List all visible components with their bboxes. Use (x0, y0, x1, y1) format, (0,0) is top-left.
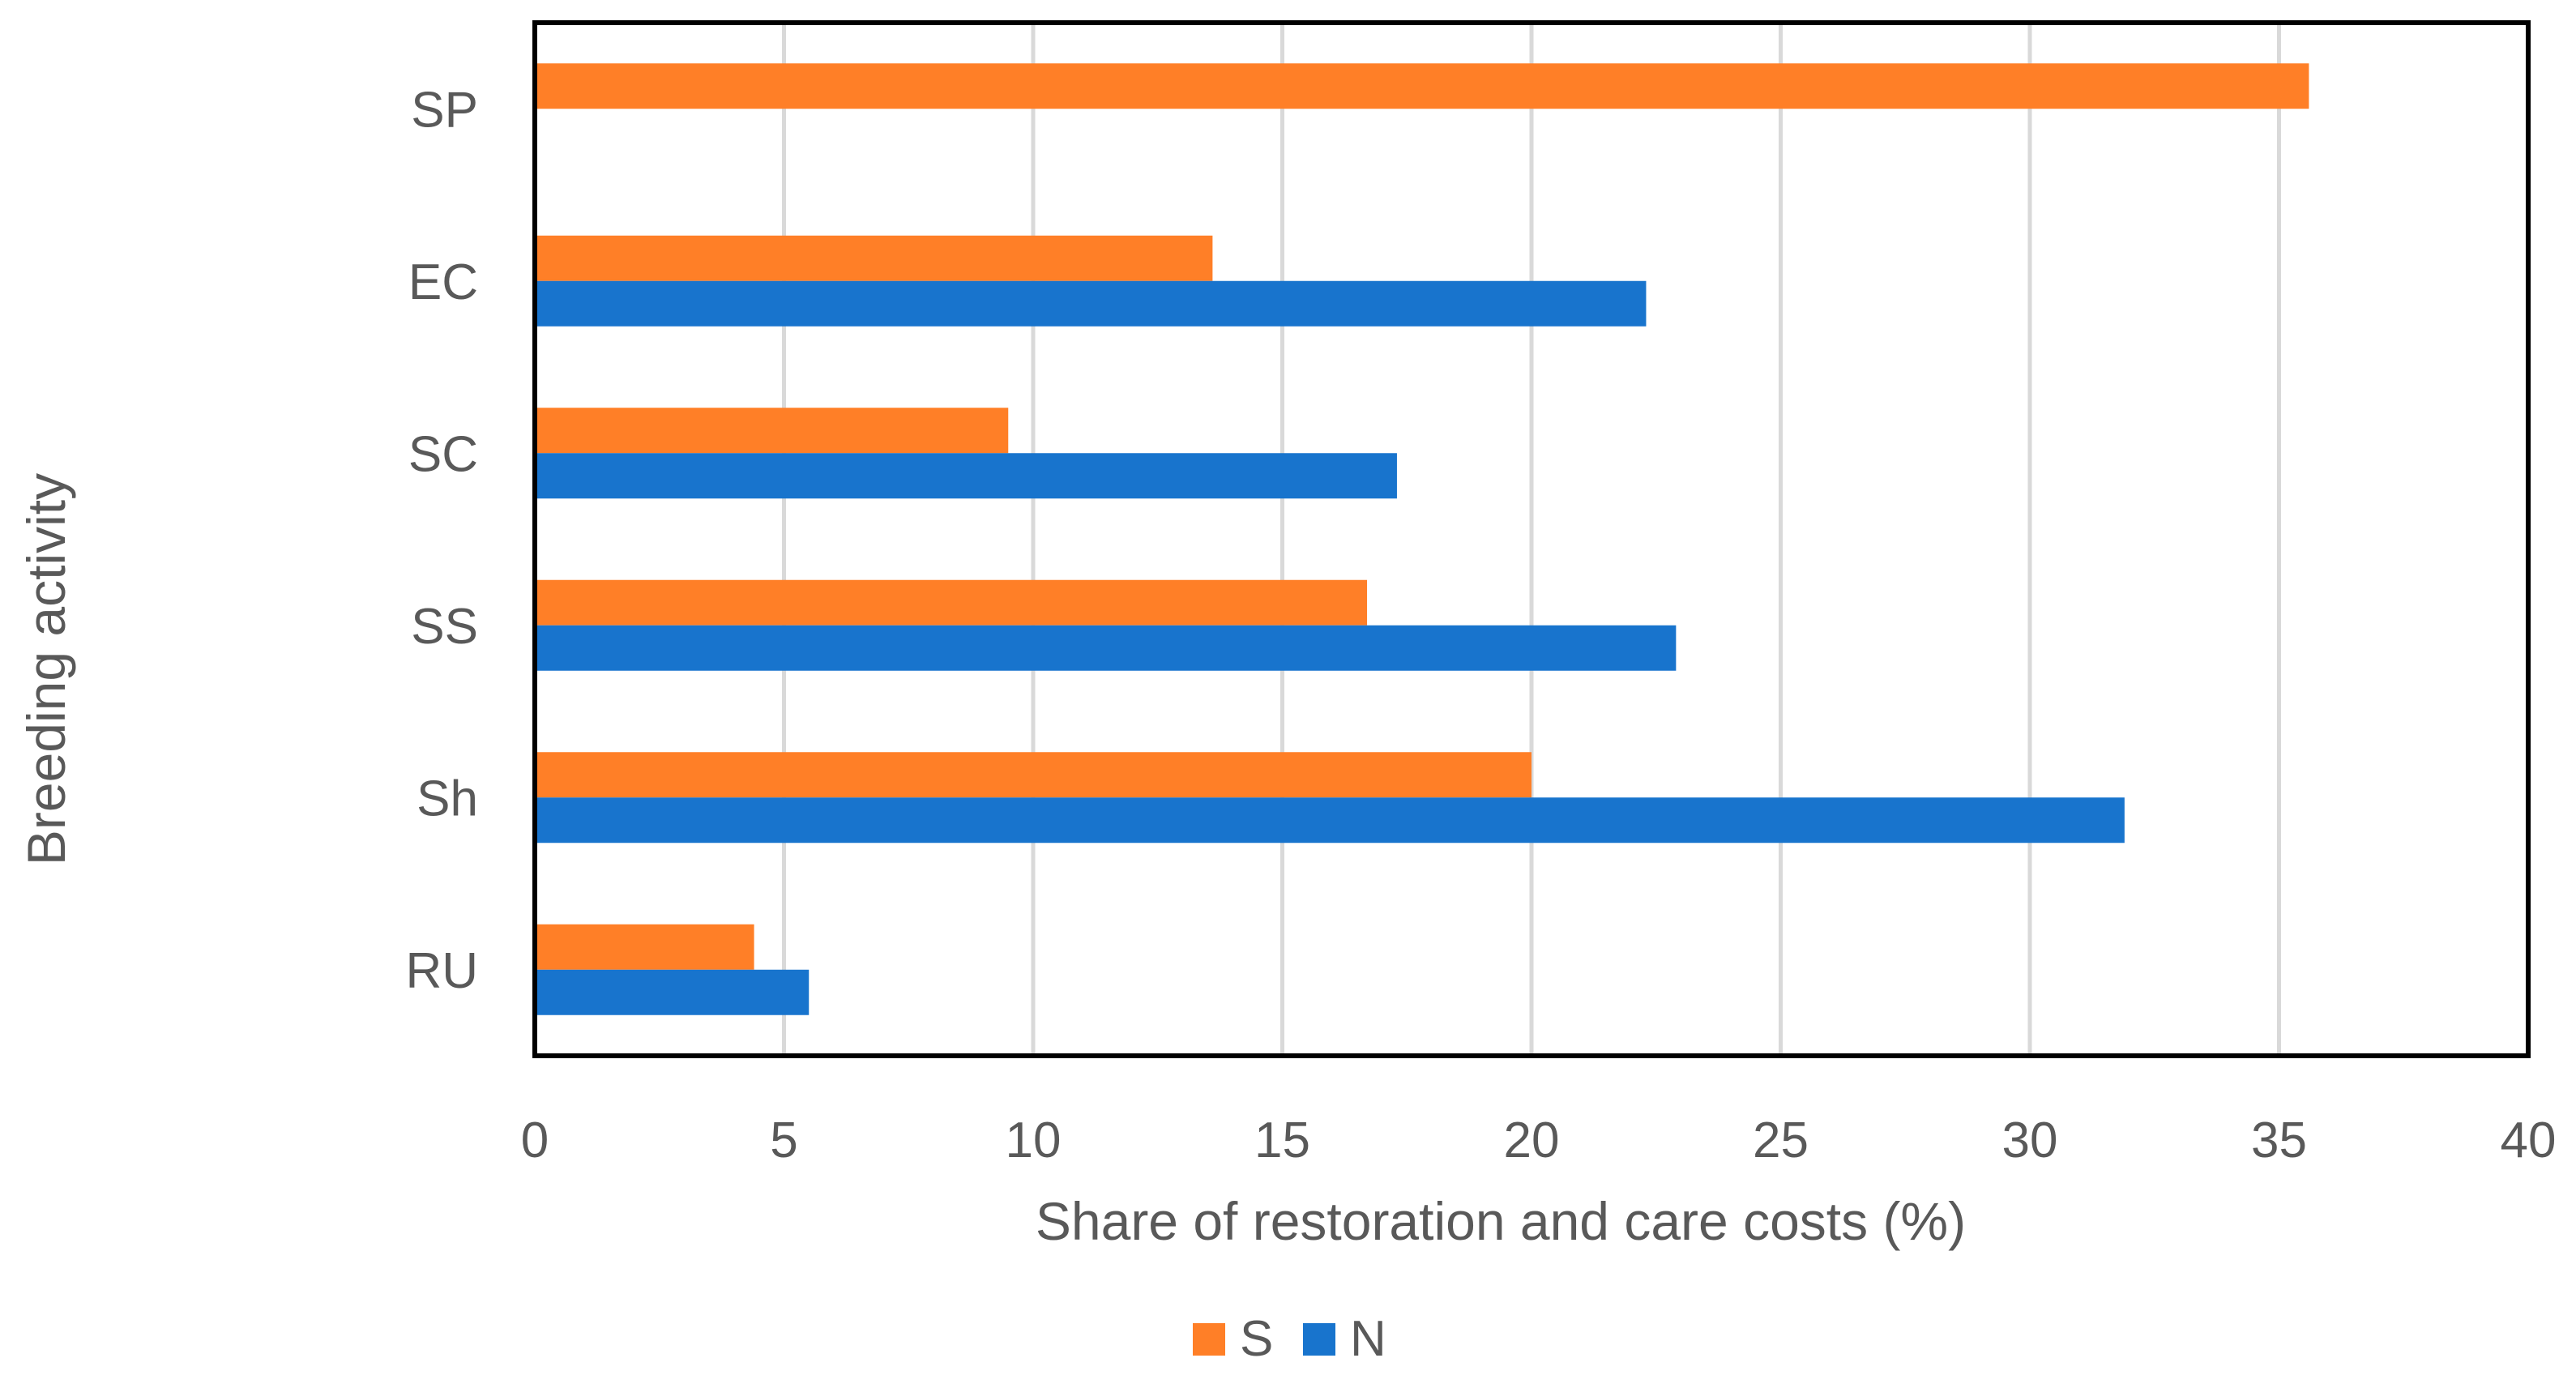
gridlines (782, 23, 2281, 1056)
x-tick-label-10: 10 (1006, 1113, 1062, 1168)
legend-swatch-n (1303, 1323, 1335, 1356)
bars (535, 63, 2309, 1015)
bar-s-sp (535, 63, 2309, 109)
bar-s-ru (535, 924, 754, 970)
x-axis-title: Share of restoration and care costs (%) (1036, 1191, 1966, 1251)
bar-n-ec (535, 280, 1647, 327)
legend-label-s: S (1240, 1311, 1273, 1367)
legend: S N (1193, 1311, 1386, 1367)
y-tick-label-ss: SS (411, 599, 478, 655)
x-tick-label-15: 15 (1254, 1113, 1310, 1168)
legend-swatch-s (1193, 1323, 1225, 1356)
plot-border (532, 20, 2531, 1058)
plot-frame (532, 20, 2531, 1058)
bar-s-sc (535, 408, 1009, 454)
x-tick-label-35: 35 (2251, 1113, 2307, 1168)
x-tick-label-5: 5 (770, 1113, 797, 1168)
bar-s-ec (535, 235, 1213, 281)
x-tick-labels: 0 5 10 15 20 25 30 35 40 (521, 1113, 2557, 1168)
x-tick-label-25: 25 (1753, 1113, 1809, 1168)
bar-s-ss (535, 579, 1368, 626)
y-axis-title: Breeding activity (16, 473, 76, 865)
bar-n-ss (535, 625, 1677, 671)
bar-n-ru (535, 969, 810, 1015)
x-tick-label-0: 0 (521, 1113, 549, 1168)
y-tick-label-ec: EC (408, 254, 478, 310)
y-tick-label-sc: SC (408, 426, 478, 482)
y-tick-label-ru: RU (405, 943, 478, 999)
y-tick-label-sp: SP (411, 82, 478, 138)
bar-n-sh (535, 797, 2125, 843)
y-tick-label-sh: Sh (417, 771, 478, 826)
x-tick-label-30: 30 (2002, 1113, 2058, 1168)
bar-n-sc (535, 453, 1397, 499)
bar-s-sh (535, 752, 1532, 798)
y-tick-labels: SP EC SC SS Sh RU (405, 82, 478, 999)
x-tick-label-20: 20 (1504, 1113, 1560, 1168)
legend-label-n: N (1350, 1311, 1386, 1367)
x-tick-label-40: 40 (2501, 1113, 2557, 1168)
